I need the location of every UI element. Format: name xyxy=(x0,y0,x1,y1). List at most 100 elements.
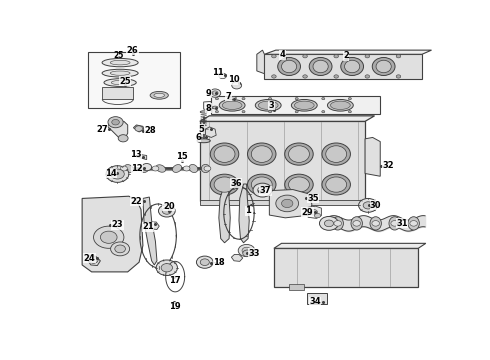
Circle shape xyxy=(106,166,129,183)
Circle shape xyxy=(142,163,151,171)
Text: 7: 7 xyxy=(225,92,231,101)
Circle shape xyxy=(111,242,129,256)
Circle shape xyxy=(334,221,342,226)
Polygon shape xyxy=(136,155,147,159)
Ellipse shape xyxy=(102,69,138,77)
Text: 25: 25 xyxy=(119,77,131,86)
Ellipse shape xyxy=(212,106,218,109)
Circle shape xyxy=(216,111,219,113)
Circle shape xyxy=(365,75,369,78)
Ellipse shape xyxy=(370,217,381,230)
Text: 24: 24 xyxy=(84,253,96,262)
Ellipse shape xyxy=(326,177,346,192)
Polygon shape xyxy=(265,50,432,54)
Ellipse shape xyxy=(289,177,309,192)
Text: 33: 33 xyxy=(248,249,260,258)
Circle shape xyxy=(295,111,298,113)
Text: 4: 4 xyxy=(280,50,286,59)
Polygon shape xyxy=(211,96,380,114)
Circle shape xyxy=(271,55,276,58)
Ellipse shape xyxy=(326,146,346,162)
Circle shape xyxy=(269,98,271,100)
Circle shape xyxy=(242,247,251,254)
Polygon shape xyxy=(270,190,312,218)
Text: 31: 31 xyxy=(396,219,408,228)
Circle shape xyxy=(353,221,361,226)
Ellipse shape xyxy=(219,99,245,111)
Ellipse shape xyxy=(201,164,210,173)
Ellipse shape xyxy=(251,146,272,162)
Ellipse shape xyxy=(251,177,272,192)
Ellipse shape xyxy=(292,99,317,111)
Circle shape xyxy=(94,226,124,248)
Text: 18: 18 xyxy=(213,258,224,267)
Ellipse shape xyxy=(154,93,165,98)
Text: 2: 2 xyxy=(343,51,349,60)
Circle shape xyxy=(334,55,339,58)
Circle shape xyxy=(276,195,298,212)
Ellipse shape xyxy=(210,143,239,165)
Polygon shape xyxy=(274,248,418,287)
Circle shape xyxy=(135,126,143,131)
Ellipse shape xyxy=(341,58,364,76)
Text: 35: 35 xyxy=(307,194,319,203)
Text: 6: 6 xyxy=(195,133,201,142)
Polygon shape xyxy=(102,87,133,99)
Ellipse shape xyxy=(150,91,169,99)
Polygon shape xyxy=(200,116,374,121)
Circle shape xyxy=(196,256,213,268)
Circle shape xyxy=(365,55,369,58)
Circle shape xyxy=(310,210,318,215)
Circle shape xyxy=(396,55,401,58)
Polygon shape xyxy=(200,201,365,205)
Circle shape xyxy=(115,245,125,253)
Circle shape xyxy=(359,198,378,212)
Text: 9: 9 xyxy=(206,89,212,98)
Circle shape xyxy=(258,186,268,194)
Ellipse shape xyxy=(214,146,235,162)
Circle shape xyxy=(200,259,209,266)
Circle shape xyxy=(209,89,220,97)
Circle shape xyxy=(348,98,351,100)
Circle shape xyxy=(112,120,120,125)
Text: 30: 30 xyxy=(370,201,381,210)
Text: 37: 37 xyxy=(260,186,271,195)
Text: 34: 34 xyxy=(309,297,321,306)
Polygon shape xyxy=(149,222,159,229)
Text: 10: 10 xyxy=(228,75,240,84)
Ellipse shape xyxy=(389,217,400,230)
Ellipse shape xyxy=(322,143,350,165)
Ellipse shape xyxy=(111,80,129,85)
Circle shape xyxy=(348,111,351,113)
Ellipse shape xyxy=(372,58,395,76)
Ellipse shape xyxy=(189,165,198,172)
Ellipse shape xyxy=(309,58,332,76)
Text: 23: 23 xyxy=(112,220,123,229)
Circle shape xyxy=(242,98,245,100)
Circle shape xyxy=(152,166,159,171)
Text: 26: 26 xyxy=(127,46,139,55)
Ellipse shape xyxy=(156,165,166,172)
Polygon shape xyxy=(308,206,321,219)
Text: 20: 20 xyxy=(163,202,174,211)
Circle shape xyxy=(121,166,127,171)
Circle shape xyxy=(100,231,117,243)
Polygon shape xyxy=(219,184,230,243)
Circle shape xyxy=(118,135,128,142)
Circle shape xyxy=(269,111,271,113)
Text: 36: 36 xyxy=(230,179,242,188)
Polygon shape xyxy=(200,121,365,201)
Ellipse shape xyxy=(294,101,314,109)
Text: 8: 8 xyxy=(206,104,212,113)
Polygon shape xyxy=(108,121,128,139)
Circle shape xyxy=(271,75,276,78)
Circle shape xyxy=(232,82,242,89)
Polygon shape xyxy=(204,102,211,110)
Ellipse shape xyxy=(327,99,353,111)
Text: 13: 13 xyxy=(130,150,142,159)
Circle shape xyxy=(303,75,307,78)
Ellipse shape xyxy=(322,174,350,195)
Text: 28: 28 xyxy=(144,126,155,135)
Ellipse shape xyxy=(313,60,328,73)
Circle shape xyxy=(219,73,226,79)
